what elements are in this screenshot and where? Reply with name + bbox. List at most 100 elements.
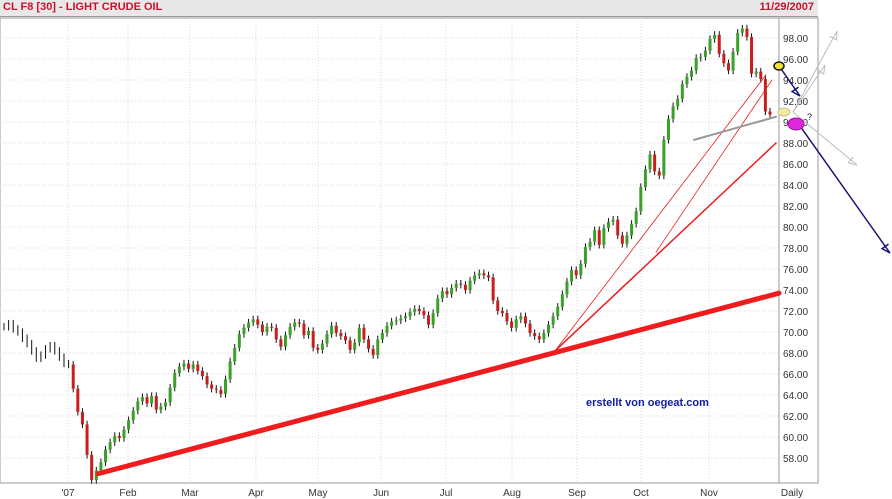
price-bar (131, 410, 135, 421)
price-bar (722, 53, 726, 64)
price-bar (408, 312, 412, 317)
price-bar (145, 397, 149, 404)
price-bar (251, 319, 255, 323)
price-bar (403, 316, 407, 319)
price-bar (288, 326, 292, 336)
price-bar (477, 273, 481, 276)
price-bar (210, 384, 214, 389)
price-bar (173, 372, 177, 388)
price-bar (325, 334, 329, 344)
price-bar (768, 111, 772, 115)
price-bar (514, 319, 518, 328)
price-bar (639, 187, 643, 212)
marker-top (773, 61, 785, 71)
y-tick-label: 72.00 (783, 307, 808, 318)
y-tick-label: 58.00 (783, 454, 808, 465)
price-bar (717, 34, 721, 54)
y-tick-label: 64.00 (783, 391, 808, 402)
price-bar (570, 270, 574, 282)
price-bar (431, 313, 435, 325)
price-bar (487, 275, 491, 278)
price-bar (367, 339, 371, 349)
plot-area (0, 17, 780, 484)
price-bar (542, 333, 546, 340)
price-bar (200, 370, 204, 377)
projection-arrow-up-head (829, 30, 838, 41)
price-bar (643, 169, 647, 188)
price-bar (113, 435, 117, 443)
price-bar (496, 300, 500, 311)
price-bar (104, 449, 108, 463)
price-bar (491, 277, 495, 301)
price-bar (505, 313, 509, 322)
price-bar (233, 347, 237, 362)
x-tick-label: Mar (181, 488, 199, 499)
price-bar (274, 327, 278, 340)
price-bar (685, 76, 689, 85)
price-bar (90, 454, 94, 481)
price-bar (680, 84, 684, 99)
price-bar (339, 333, 343, 337)
price-bar (459, 283, 463, 285)
price-bar (519, 316, 523, 320)
price-bar (736, 32, 740, 52)
price-bar (108, 442, 112, 450)
price-bar (242, 327, 246, 335)
price-bar (237, 334, 241, 348)
price-bar (473, 275, 477, 281)
y-tick-label: 62.00 (783, 412, 808, 423)
price-bar (177, 366, 181, 373)
price-bar (620, 235, 624, 244)
price-bar (510, 321, 514, 328)
price-bar (182, 363, 186, 367)
x-tick-label: Jun (373, 488, 389, 499)
chart-header: CL F8 [30] - LIGHT CRUDE OIL 11/29/2007 (0, 0, 818, 17)
price-bar (556, 306, 560, 317)
price-bar (376, 339, 380, 356)
x-tick-label: Apr (248, 488, 264, 499)
price-bar (597, 230, 601, 245)
price-bar (533, 333, 537, 337)
price-bar (574, 270, 578, 276)
price-bar (713, 34, 717, 40)
price-bar (413, 308, 417, 313)
price-bar (422, 311, 426, 316)
y-tick-label: 60.00 (783, 433, 808, 444)
trendline-grey (693, 115, 777, 141)
price-bar (293, 322, 297, 327)
price-bar (454, 283, 458, 288)
y-tick-label: 98.00 (783, 34, 808, 45)
price-bar (228, 361, 232, 380)
y-tick-label: 86.00 (783, 160, 808, 171)
price-bar (611, 219, 615, 222)
price-bar (385, 325, 389, 334)
price-bar (334, 325, 338, 334)
x-tick-label: '07 (61, 488, 74, 499)
price-bar (71, 364, 75, 389)
projection-arrow-up2-head (816, 64, 826, 75)
price-bar (265, 326, 269, 332)
price-bar (362, 327, 366, 340)
annotation-question: ? (807, 112, 812, 122)
price-bar (85, 424, 89, 455)
price-bar (547, 324, 551, 334)
x-tick-label: May (309, 488, 328, 499)
y-tick-label: 96.00 (783, 55, 808, 66)
x-tick-label: Feb (119, 488, 137, 499)
price-bar (565, 281, 569, 295)
price-bar (127, 420, 131, 430)
chart-title: CL F8 [30] - LIGHT CRUDE OIL (3, 1, 163, 13)
price-bar (283, 335, 287, 347)
y-tick-label: 70.00 (783, 328, 808, 339)
price-bar (653, 154, 657, 172)
price-bar (694, 57, 698, 71)
price-bar (560, 294, 564, 307)
price-bar (588, 241, 592, 247)
price-bar (76, 388, 80, 412)
price-bar (140, 397, 144, 402)
credit-text: erstellt von oegeat.com (586, 397, 709, 409)
price-bar (150, 396, 154, 404)
marker-target (787, 117, 805, 131)
price-bar (260, 324, 264, 332)
price-bar (606, 221, 610, 229)
